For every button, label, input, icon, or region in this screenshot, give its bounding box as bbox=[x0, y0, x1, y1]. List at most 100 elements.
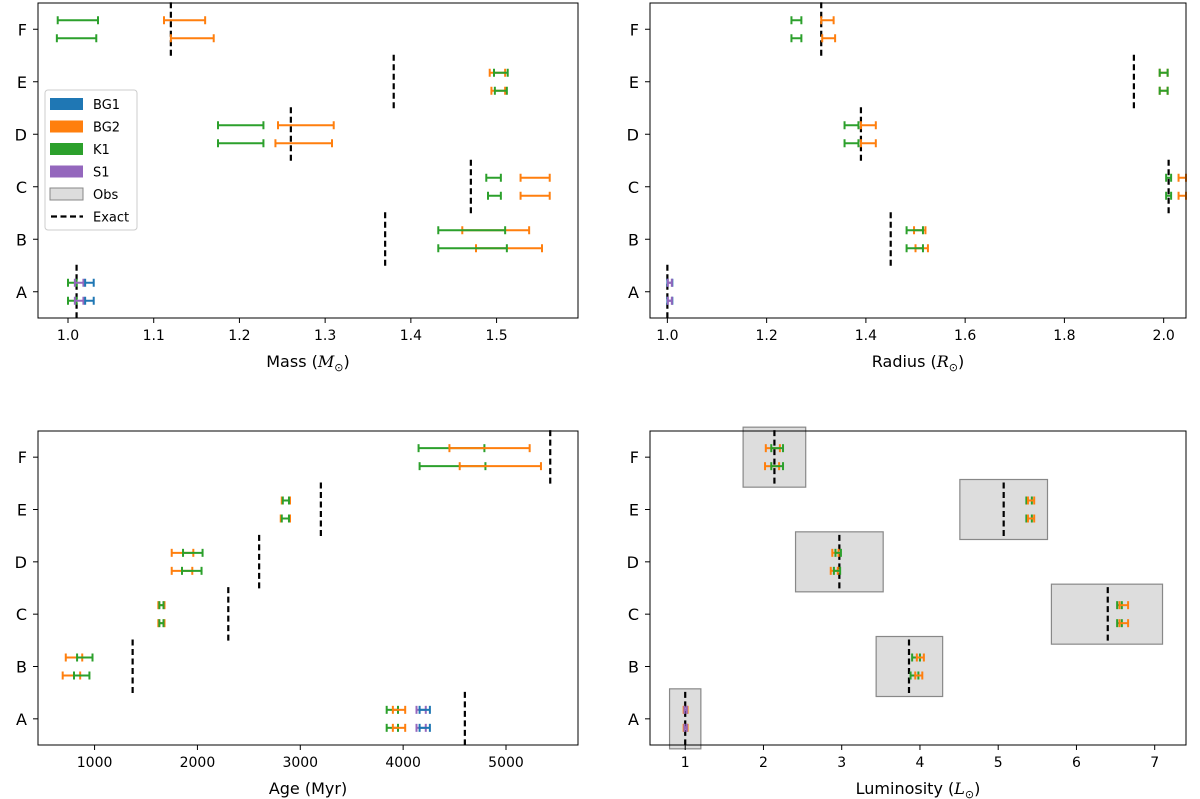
obs-box-A bbox=[668, 688, 702, 750]
obs-box-C bbox=[1050, 583, 1164, 645]
category-label-B: B bbox=[628, 230, 639, 249]
errorbar-K1-D-0 bbox=[217, 121, 265, 130]
axes-frame bbox=[649, 2, 1187, 319]
errorbar-K1-B-1 bbox=[905, 244, 924, 253]
legend-frame bbox=[44, 89, 138, 231]
errorbar-BG1-A-0 bbox=[418, 705, 431, 714]
errorbar-K1-F-1 bbox=[770, 462, 785, 471]
x-tick-label: 1.0 bbox=[57, 328, 79, 344]
legend-label: Obs bbox=[93, 188, 118, 203]
errorbar-BG2-A-0 bbox=[391, 705, 407, 714]
legend-swatch bbox=[50, 143, 83, 155]
errorbar-K1-D-1 bbox=[843, 139, 860, 148]
errorbar-BG2-E-0 bbox=[1026, 496, 1036, 505]
legend-item-S1: S1 bbox=[50, 165, 110, 181]
x-axis-label: Radius (R⊙) bbox=[872, 352, 965, 374]
errorbar-K1-F-1 bbox=[55, 34, 98, 43]
errorbar-BG2-B-1 bbox=[914, 671, 924, 680]
category-label-B: B bbox=[628, 658, 639, 677]
panel-luminosity: 1 2 3 4 5 6 7 A B C D E F Luminosity (L⊙) bbox=[627, 426, 1187, 799]
errorbar-BG2-F-1 bbox=[169, 34, 215, 43]
errorbar-K1-E-0 bbox=[493, 68, 509, 77]
x-tick-label: 1.4 bbox=[400, 328, 422, 344]
errorbar-K1-C-0 bbox=[485, 173, 502, 182]
x-tick-label: 5000 bbox=[488, 755, 524, 771]
errorbar-K1-E-0 bbox=[281, 496, 290, 505]
legend: BG1 BG2 K1 S1 Obs Exact bbox=[44, 89, 138, 231]
category-label-A: A bbox=[16, 283, 27, 302]
x-tick-label: 2.0 bbox=[1153, 328, 1175, 344]
errorbar-K1-F-1 bbox=[790, 34, 803, 43]
legend-swatch bbox=[50, 98, 83, 110]
errorbar-BG2-C-0 bbox=[1118, 601, 1130, 610]
axes-frame bbox=[649, 430, 1187, 746]
obs-box-D bbox=[794, 531, 884, 593]
category-label-C: C bbox=[16, 605, 27, 624]
legend-swatch bbox=[49, 187, 84, 201]
category-label-A: A bbox=[628, 710, 639, 729]
errorbar-K1-D-1 bbox=[832, 566, 842, 575]
x-axis-label: Luminosity (L⊙) bbox=[856, 779, 981, 799]
category-label-E: E bbox=[17, 501, 27, 520]
errorbar-BG2-C-1 bbox=[519, 191, 551, 200]
x-axis-label: Age (Myr) bbox=[269, 779, 347, 798]
errorbar-S1-A-0 bbox=[683, 705, 688, 714]
x-tick-label: 1.8 bbox=[1053, 328, 1075, 344]
legend-label: K1 bbox=[93, 143, 110, 158]
panel-radius: 1.0 1.2 1.4 1.6 1.8 2.0 A B C D E F Radius (R⊙) bbox=[627, 2, 1187, 374]
errorbar-K1-E-1 bbox=[280, 514, 290, 523]
x-tick-label: 1.0 bbox=[656, 328, 678, 344]
category-label-F: F bbox=[18, 448, 27, 467]
errorbar-BG2-C-0 bbox=[1177, 173, 1187, 182]
x-tick-label: 3000 bbox=[282, 755, 318, 771]
category-label-F: F bbox=[18, 20, 27, 39]
errorbar-K1-D-0 bbox=[834, 548, 842, 557]
errorbar-S1-A-0 bbox=[73, 278, 85, 287]
x-tick-label: 6 bbox=[1072, 755, 1081, 771]
x-tick-label: 2000 bbox=[180, 755, 216, 771]
errorbar-K1-F-0 bbox=[56, 16, 99, 25]
errorbar-S1-A-1 bbox=[683, 723, 688, 732]
category-label-D: D bbox=[627, 125, 639, 144]
errorbar-K1-D-0 bbox=[843, 121, 860, 130]
panel-mass: 1.0 1.1 1.2 1.3 1.4 1.5 A B C D E F Mass (M⊙) BG1 BG2 K… bbox=[15, 2, 579, 374]
category-label-E: E bbox=[629, 73, 639, 92]
errorbar-K1-F-0 bbox=[770, 444, 785, 453]
obs-box-B bbox=[875, 635, 944, 698]
panel-age: 1000 2000 3000 4000 5000 A B C D E F Age (Myr) bbox=[15, 430, 579, 798]
category-label-C: C bbox=[16, 178, 27, 197]
x-tick-label: 4 bbox=[915, 755, 924, 771]
errorbar-K1-C-0 bbox=[1165, 173, 1173, 182]
legend-item-obs: Obs bbox=[49, 187, 118, 203]
x-tick-label: 4000 bbox=[385, 755, 421, 771]
errorbar-BG2-A-1 bbox=[391, 723, 407, 732]
errorbar-K1-C-1 bbox=[1165, 191, 1173, 200]
category-label-F: F bbox=[630, 448, 639, 467]
errorbar-BG2-F-1 bbox=[458, 462, 542, 471]
errorbar-BG2-F-0 bbox=[448, 444, 531, 453]
errorbar-K1-B-1 bbox=[437, 244, 508, 253]
category-label-F: F bbox=[630, 20, 639, 39]
x-tick-label: 7 bbox=[1150, 755, 1159, 771]
category-label-D: D bbox=[627, 553, 639, 572]
errorbar-S1-A-1 bbox=[666, 296, 673, 305]
errorbar-BG2-C-1 bbox=[1177, 191, 1187, 200]
x-tick-label: 1 bbox=[681, 755, 690, 771]
errorbar-K1-E-0 bbox=[1158, 68, 1169, 77]
category-label-C: C bbox=[628, 178, 639, 197]
x-tick-label: 1.4 bbox=[855, 328, 877, 344]
category-label-A: A bbox=[628, 283, 639, 302]
errorbar-K1-C-1 bbox=[487, 191, 502, 200]
x-tick-label: 1000 bbox=[77, 755, 113, 771]
obs-box-E bbox=[959, 478, 1049, 541]
category-label-B: B bbox=[16, 658, 27, 677]
legend-item-exact: Exact bbox=[51, 211, 129, 226]
legend-item-K1: K1 bbox=[50, 143, 110, 158]
errorbar-S1-A-1 bbox=[73, 296, 85, 305]
axes-frame bbox=[37, 430, 579, 746]
category-label-E: E bbox=[629, 501, 639, 520]
x-tick-label: 1.2 bbox=[755, 328, 777, 344]
errorbar-BG1-A-1 bbox=[418, 723, 431, 732]
category-label-D: D bbox=[15, 553, 27, 572]
